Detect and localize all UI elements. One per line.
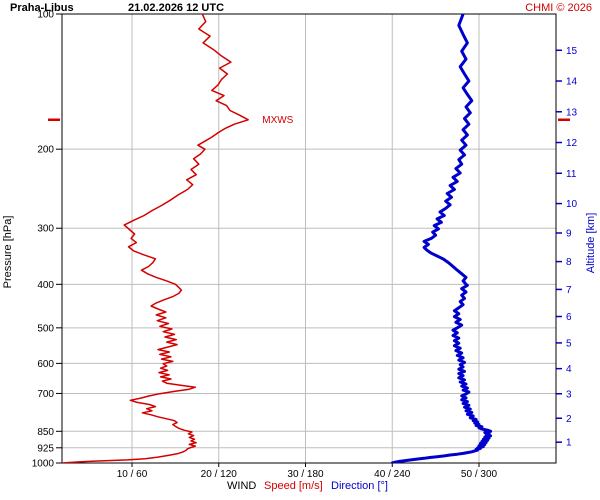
altitude-tick-label: 5 <box>566 338 572 349</box>
altitude-tick-label: 15 <box>566 46 578 57</box>
wind-direction-curve <box>390 14 493 463</box>
x-axis-legend-speed: Speed [m/s] <box>264 480 323 492</box>
altitude-tick-label: 11 <box>566 169 577 180</box>
altitude-tick-label: 7 <box>566 285 572 296</box>
altitude-tick-label: 10 <box>566 199 578 210</box>
pressure-tick-label: 700 <box>37 389 54 400</box>
wind-speed-curve <box>62 14 249 463</box>
mxws-label: MXWS <box>262 115 293 126</box>
plot-frame <box>61 13 557 464</box>
altitude-tick-label: 4 <box>566 364 572 375</box>
pressure-tick-label: 200 <box>37 145 54 156</box>
grid-lines <box>62 14 556 463</box>
pressure-tick-label: 100 <box>37 10 54 21</box>
sounding-datetime: 21.02.2026 12 UTC <box>128 2 224 14</box>
altitude-tick-label: 2 <box>566 414 572 425</box>
x-tick-label: 10 / 60 <box>117 469 148 480</box>
altitude-tick-label: 3 <box>566 389 572 400</box>
copyright-label: CHMI © 2026 <box>525 2 592 14</box>
annotations-layer: MXWS <box>48 115 570 126</box>
pressure-tick-label: 1000 <box>32 459 55 470</box>
altitude-tick-label: 9 <box>566 228 572 239</box>
altitude-tick-label: 14 <box>566 77 578 88</box>
pressure-tick-label: 400 <box>37 280 54 291</box>
x-tick-label: 50 / 300 <box>461 469 498 480</box>
x-axis-legend-wind: WIND <box>227 480 256 492</box>
altitude-axis-label: Altitude [km] <box>585 213 597 274</box>
pressure-axis-label: Pressure [hPa] <box>2 216 14 289</box>
x-axis-legend-direction: Direction [°] <box>331 480 388 492</box>
pressure-tick-label: 600 <box>37 359 54 370</box>
pressure-tick-label: 850 <box>37 427 54 438</box>
pressure-tick-label: 300 <box>37 224 54 235</box>
x-tick-label: 40 / 240 <box>374 469 411 480</box>
altitude-tick-label: 12 <box>566 138 578 149</box>
x-tick-label: 20 / 120 <box>201 469 238 480</box>
pressure-tick-label: 925 <box>37 443 54 454</box>
axes: 10 / 60 20 / 120 30 / 180 40 / 240 50 / 300 1… <box>32 10 578 481</box>
altitude-tick-label: 1 <box>566 438 572 449</box>
curves <box>62 14 493 463</box>
x-tick-label: 30 / 180 <box>287 469 324 480</box>
pressure-tick-label: 500 <box>37 323 54 334</box>
altitude-tick-label: 8 <box>566 257 572 268</box>
station-name: Praha-Libus <box>10 2 74 14</box>
altitude-tick-label: 6 <box>566 312 572 323</box>
altitude-tick-label: 13 <box>566 107 578 118</box>
